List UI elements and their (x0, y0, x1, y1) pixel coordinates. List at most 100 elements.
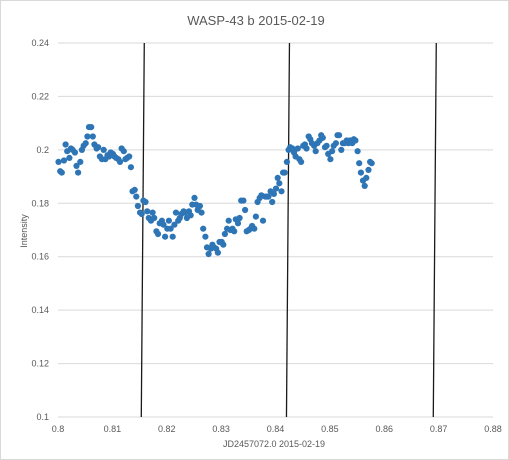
data-point (165, 217, 172, 224)
data-point (319, 134, 326, 141)
data-point (142, 198, 149, 206)
vertical-markers (140, 42, 437, 418)
data-point (55, 158, 62, 165)
data-point (138, 210, 145, 218)
y-tick-label: 0.16 (31, 252, 49, 262)
x-tick-label: 0.87 (430, 424, 448, 434)
data-point (234, 220, 242, 227)
x-axis-ticks: 0.8 0.81 0.82 0.83 0.84 0.85 0.86 0.87 0.88 (52, 424, 502, 434)
y-axis-ticks: 0.1 0.12 0.14 0.16 0.18 0.2 0.22 0.24 (31, 38, 49, 422)
data-point (338, 146, 345, 153)
data-point (278, 188, 285, 195)
x-tick-label: 0.8 (52, 424, 65, 434)
data-point (187, 212, 194, 219)
data-point (100, 146, 107, 153)
data-point (259, 217, 267, 224)
data-point (225, 217, 232, 224)
y-tick-label: 0.2 (36, 145, 49, 155)
x-tick-label: 0.88 (484, 424, 502, 434)
data-point (205, 250, 212, 258)
data-point (323, 142, 330, 149)
data-point (198, 209, 205, 216)
data-point (88, 124, 95, 131)
data-point (265, 193, 272, 200)
data-point (95, 144, 102, 151)
data-point (116, 158, 124, 165)
data-point (272, 185, 280, 192)
data-point (332, 140, 339, 147)
y-tick-label: 0.22 (31, 91, 49, 101)
data-point (298, 158, 305, 165)
x-tick-label: 0.85 (321, 424, 339, 434)
data-point (144, 208, 151, 215)
y-axis-title: Intensity (19, 214, 29, 248)
data-point (231, 228, 238, 235)
data-points (55, 124, 375, 258)
data-point (276, 180, 283, 187)
data-point (172, 209, 180, 216)
data-point (363, 174, 370, 181)
data-point (354, 148, 361, 155)
data-point (214, 249, 221, 256)
data-point (352, 137, 359, 144)
data-point (82, 140, 89, 147)
data-point (171, 221, 178, 228)
data-point (149, 209, 156, 216)
data-point (133, 193, 140, 200)
gridlines (58, 42, 493, 418)
data-point (312, 148, 319, 155)
data-point (274, 174, 281, 181)
data-point (154, 230, 162, 238)
data-point (71, 149, 78, 156)
data-point (327, 156, 334, 163)
data-point (356, 160, 363, 167)
data-point (60, 157, 68, 164)
data-point (251, 225, 258, 232)
data-point (236, 214, 243, 222)
data-point (151, 214, 158, 222)
data-point (162, 233, 169, 240)
data-point (191, 194, 198, 201)
x-tick-label: 0.81 (104, 424, 122, 434)
x-tick-label: 0.86 (375, 424, 393, 434)
data-point (303, 145, 310, 152)
data-point (221, 230, 228, 238)
data-point (196, 202, 203, 210)
data-point (220, 241, 227, 248)
data-point (127, 164, 134, 171)
x-tick-label: 0.83 (212, 424, 230, 434)
x-tick-label: 0.84 (267, 424, 285, 434)
data-point (75, 169, 82, 176)
data-point (200, 225, 207, 232)
vertical-marker-line (140, 42, 145, 418)
data-point (202, 233, 209, 240)
data-point (361, 182, 368, 189)
y-tick-label: 0.12 (31, 359, 49, 369)
data-point (84, 133, 91, 140)
data-point (357, 169, 364, 176)
vertical-marker-line (432, 42, 437, 418)
data-point (252, 213, 259, 220)
data-point (329, 148, 336, 155)
x-axis-title: JD2457072.0 2015-02-19 (223, 439, 325, 449)
data-point (294, 145, 301, 152)
data-point (281, 169, 288, 176)
y-tick-label: 0.18 (31, 198, 49, 208)
data-point (73, 162, 80, 169)
data-point (169, 233, 176, 240)
data-point (126, 153, 133, 160)
data-point (66, 154, 73, 161)
data-point (283, 158, 290, 165)
data-point (368, 160, 375, 167)
data-point (89, 133, 96, 140)
data-point (131, 186, 138, 193)
data-point (120, 148, 127, 155)
y-tick-label: 0.24 (31, 38, 49, 48)
data-point (336, 132, 343, 139)
x-tick-label: 0.82 (158, 424, 176, 434)
data-point (167, 225, 174, 232)
y-tick-label: 0.14 (31, 305, 49, 315)
data-point (77, 158, 84, 165)
data-point (365, 166, 372, 173)
data-point (240, 197, 247, 204)
